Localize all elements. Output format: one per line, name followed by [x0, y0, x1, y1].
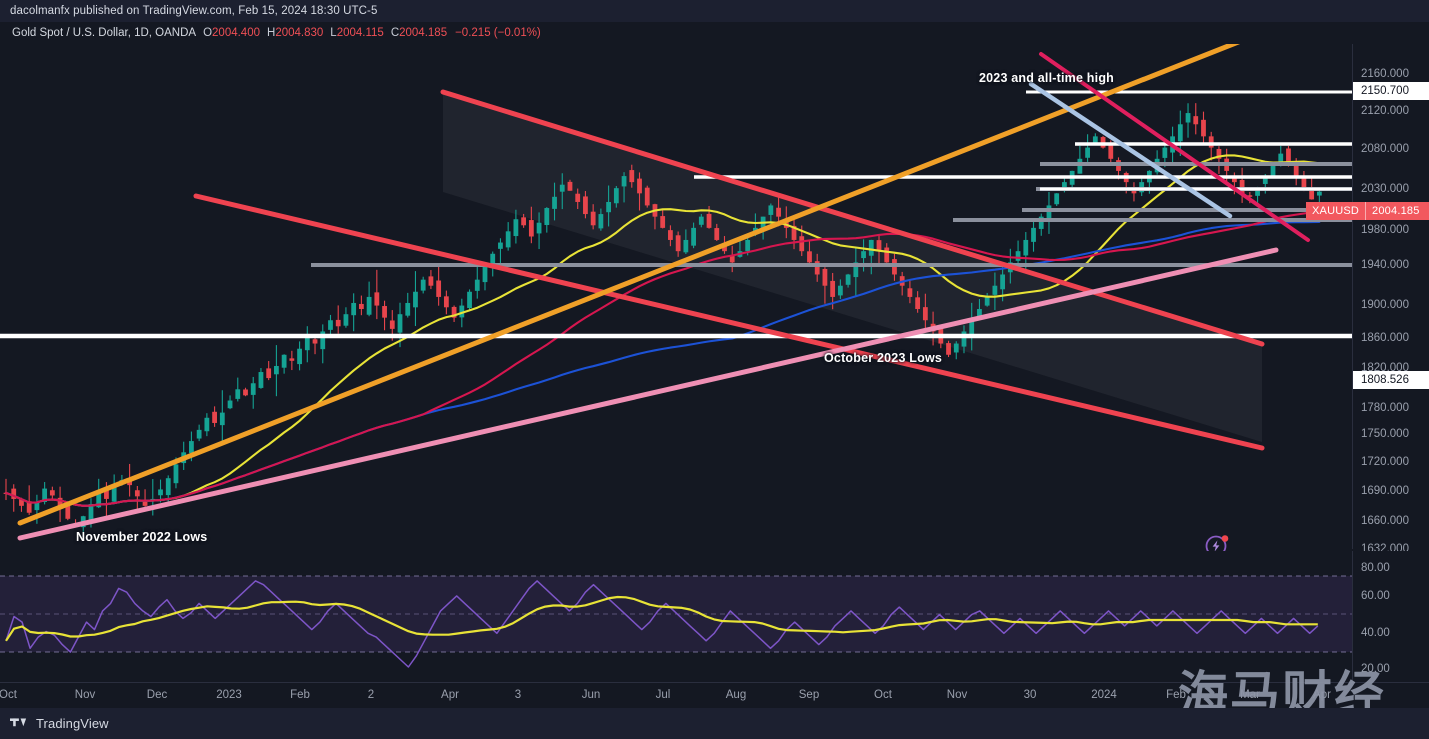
time-tick-label: 2024 [1091, 689, 1117, 701]
time-tick-label: Feb [290, 689, 310, 701]
ohlc-open-value: 2004.400 [212, 27, 260, 39]
tradingview-logo[interactable]: TradingView [10, 716, 109, 731]
price-label-2150: 2150.700 [1353, 82, 1429, 100]
trendline-ascending-orange [17, 44, 1241, 526]
change-value: −0.215 (−0.01%) [455, 27, 541, 39]
rsi-ma-line [5, 595, 1318, 642]
time-axis[interactable]: Oct Nov Dec 2023 Feb 2 Apr 3 Jun Jul Aug Sep Oct Nov 3… [0, 682, 1429, 708]
ohlc-close-label: C [390, 27, 400, 39]
time-tick-label: Nov [74, 689, 96, 701]
time-tick-label: Oct [874, 689, 892, 701]
rsi-tick-label: 40.00 [1361, 627, 1390, 639]
price-tick-label: 1940.000 [1361, 259, 1409, 271]
price-tick-label: 1780.000 [1361, 402, 1409, 414]
trendline-ascending-pink [17, 247, 1279, 541]
time-tick-label: Apr [1313, 689, 1331, 701]
price-chart-pane[interactable]: 2023 and all-time high October 2023 Lows… [0, 44, 1352, 549]
rsi-indicator-pane[interactable] [0, 551, 1352, 682]
ohlc-close-value: 2004.185 [399, 27, 448, 39]
time-tick-label: Nov [946, 689, 968, 701]
price-tick-label: 1860.000 [1361, 332, 1409, 344]
ma-crimson-line [4, 209, 1321, 507]
ohlc-high-label: H [267, 27, 276, 39]
price-label-1808: 1808.526 [1353, 371, 1429, 389]
rsi-tick-label: 80.00 [1361, 562, 1390, 574]
tradingview-label: TradingView [36, 716, 109, 731]
price-tick-label: 1660.000 [1361, 515, 1409, 527]
time-tick-label: 30 [1023, 689, 1037, 701]
time-tick-label: 2 [367, 689, 375, 701]
attribution-bar: dacolmanfx published on TradingView.com,… [0, 0, 1429, 22]
ohlc-open-label: O [203, 27, 213, 39]
rsi-axis[interactable]: 80.00 60.00 40.00 20.00 [1352, 551, 1429, 682]
trendline-channel-upper [440, 89, 1265, 347]
symbol-name[interactable]: Gold Spot / U.S. Dollar, 1D, OANDA [12, 27, 197, 39]
time-tick-label: Mar [1240, 689, 1260, 701]
price-tick-label: 1750.000 [1361, 428, 1409, 440]
annotation-nov-lows: November 2022 Lows [76, 530, 208, 544]
time-tick-label: Aug [725, 689, 747, 701]
trendline-channel-lower [193, 193, 1265, 451]
time-tick-label: Feb [1166, 689, 1186, 701]
time-tick-label: Oct [0, 689, 17, 701]
symbol-tag-divider [1365, 202, 1367, 220]
price-tick-label: 1900.000 [1361, 299, 1409, 311]
time-tick-label: Jul [655, 689, 671, 701]
price-tick-label: 2120.000 [1361, 105, 1409, 117]
ohlc-high-value: 2004.830 [275, 27, 324, 39]
trendline-ath-rejection [1028, 81, 1233, 219]
rsi-tick-label: 60.00 [1361, 590, 1390, 602]
symbol-legend: Gold Spot / U.S. Dollar, 1D, OANDA O 2004… [0, 22, 1429, 44]
price-chart-svg [0, 44, 1352, 549]
price-tick-label: 2030.000 [1361, 183, 1409, 195]
attribution-text: dacolmanfx published on TradingView.com,… [10, 5, 378, 17]
time-tick-label: Sep [798, 689, 820, 701]
price-tick-label: 2160.000 [1361, 68, 1409, 80]
rsi-chart-svg [0, 551, 1352, 682]
ma-yellow-line [4, 154, 1321, 507]
symbol-tag-ticker: XAUUSD [1312, 205, 1360, 217]
price-tick-label: 1690.000 [1361, 485, 1409, 497]
ohlc-low-label: L [330, 27, 337, 39]
rsi-band [0, 576, 1352, 652]
time-tick-label: 2023 [216, 689, 242, 701]
symbol-price-tag: XAUUSD 2004.185 [1306, 202, 1426, 220]
trendline-descending-magenta [1039, 52, 1310, 242]
ohlc-low-value: 2004.115 [336, 27, 384, 39]
annotation-ath: 2023 and all-time high [979, 71, 1114, 85]
time-tick-label: Dec [146, 689, 168, 701]
symbol-tag-price: 2004.185 [1372, 205, 1420, 217]
price-tick-label: 1980.000 [1361, 224, 1409, 236]
price-axis[interactable]: 2160.000 2120.000 2080.000 2030.000 1980.000… [1352, 44, 1429, 583]
tradingview-mark-icon [10, 717, 27, 726]
price-tick-label: 1720.000 [1361, 456, 1409, 468]
rsi-tick-label: 20.00 [1361, 663, 1390, 675]
trendlines [17, 44, 1310, 541]
time-tick-label: Jun [581, 689, 601, 701]
bottom-bar: TradingView [0, 708, 1429, 739]
time-tick-label: Apr [441, 689, 459, 701]
price-tick-label: 2080.000 [1361, 143, 1409, 155]
time-tick-label: 3 [514, 689, 522, 701]
annotation-oct-lows: October 2023 Lows [824, 351, 943, 365]
